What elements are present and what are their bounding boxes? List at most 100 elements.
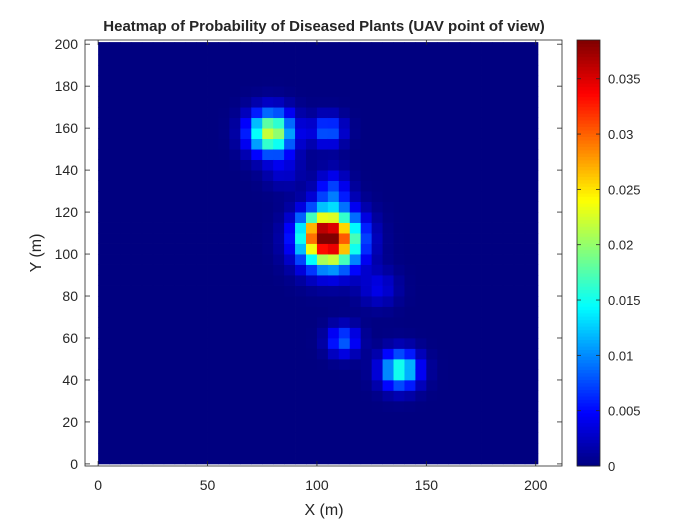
heatmap-cell (174, 317, 187, 328)
heatmap-cell (207, 358, 219, 370)
heatmap-cell (437, 390, 449, 402)
heatmap-cell (448, 159, 460, 171)
heatmap-cell (295, 442, 307, 454)
heatmap-cell (459, 96, 471, 108)
heatmap-cell (306, 212, 318, 223)
heatmap-cell (371, 453, 383, 465)
heatmap-cell (459, 348, 471, 360)
heatmap-cell (404, 180, 416, 192)
heatmap-cell (273, 86, 285, 98)
heatmap-cell (130, 432, 143, 444)
heatmap-cell (98, 432, 110, 444)
heatmap-cell (338, 337, 351, 349)
heatmap-cell (371, 75, 383, 87)
heatmap-cell (513, 411, 526, 423)
heatmap-cell (491, 411, 504, 423)
heatmap-cell (262, 432, 274, 444)
heatmap-cell (338, 117, 351, 129)
heatmap-cell (459, 264, 471, 276)
heatmap-cell (349, 212, 362, 223)
heatmap-cell (415, 358, 427, 370)
heatmap-cell (448, 453, 460, 465)
heatmap-cell (284, 180, 296, 192)
heatmap-cell (130, 369, 143, 381)
heatmap-cell (98, 369, 110, 381)
heatmap-cell (207, 453, 219, 465)
heatmap-cell (327, 117, 340, 129)
heatmap-cell (437, 75, 449, 87)
heatmap-cell (262, 233, 274, 244)
heatmap-cell (481, 75, 493, 87)
heatmap-cell (535, 400, 539, 412)
heatmap-cell (185, 432, 197, 444)
heatmap-cell (327, 96, 340, 108)
heatmap-cell (141, 159, 154, 171)
heatmap-cell (524, 149, 537, 161)
heatmap-cell (163, 369, 176, 381)
heatmap-cell (448, 432, 460, 444)
y-tick-label: 200 (55, 36, 79, 52)
heatmap-cell (349, 327, 362, 339)
heatmap-cell (338, 159, 351, 171)
heatmap-cell (185, 327, 197, 339)
heatmap-cell (404, 86, 416, 98)
heatmap-cell (535, 107, 539, 119)
heatmap-cell (535, 296, 539, 307)
heatmap-cell (524, 42, 537, 45)
heatmap-cell (382, 285, 394, 297)
heatmap-cell (491, 275, 504, 286)
heatmap-cell (273, 358, 285, 370)
heatmap-cell (360, 379, 373, 391)
heatmap-cell (152, 421, 165, 433)
heatmap-cell (524, 191, 537, 202)
heatmap-cell (426, 358, 438, 370)
heatmap-cell (240, 400, 252, 412)
heatmap-cell (141, 75, 154, 87)
heatmap-cell (415, 44, 427, 56)
colorbar-strip (577, 126, 600, 131)
heatmap-cell (415, 96, 427, 108)
heatmap-cell (196, 138, 208, 150)
heatmap-cell (437, 358, 449, 370)
heatmap-cell (229, 432, 241, 444)
heatmap-cell (327, 128, 340, 140)
heatmap-cell (415, 191, 427, 202)
heatmap-cell (524, 442, 537, 454)
heatmap-cell (141, 191, 154, 202)
heatmap-cell (371, 358, 383, 370)
heatmap-cell (163, 317, 176, 328)
heatmap-cell (316, 243, 329, 255)
heatmap-cell (448, 390, 460, 402)
heatmap-cell (306, 348, 318, 360)
heatmap-cell (316, 107, 329, 119)
heatmap-cell (120, 348, 132, 360)
heatmap-cell (163, 275, 176, 286)
heatmap-cell (437, 212, 449, 223)
heatmap-cell (371, 254, 383, 265)
heatmap-cell (481, 421, 493, 433)
heatmap-cell (491, 170, 504, 181)
heatmap-cell (459, 296, 471, 307)
heatmap-cell (109, 191, 121, 202)
heatmap-cell (349, 369, 362, 381)
heatmap-cell (295, 86, 307, 98)
heatmap-cell (295, 117, 307, 129)
heatmap-cell (120, 222, 132, 234)
heatmap-cell (306, 170, 318, 181)
heatmap-cell (120, 317, 132, 328)
heatmap-cell (426, 42, 438, 45)
heatmap-cell (207, 54, 219, 66)
heatmap-cell (262, 411, 274, 423)
heatmap-cell (174, 358, 187, 370)
colorbar-strip (577, 419, 600, 424)
heatmap-cell (207, 75, 219, 87)
heatmap-cell (415, 170, 427, 181)
heatmap-cell (229, 296, 241, 307)
heatmap-cell (196, 369, 208, 381)
heatmap-cell (284, 306, 296, 318)
heatmap-cell (306, 254, 318, 265)
heatmap-cell (306, 337, 318, 349)
heatmap-cell (393, 317, 405, 328)
heatmap-cell (130, 44, 143, 56)
heatmap-cell (130, 65, 143, 77)
